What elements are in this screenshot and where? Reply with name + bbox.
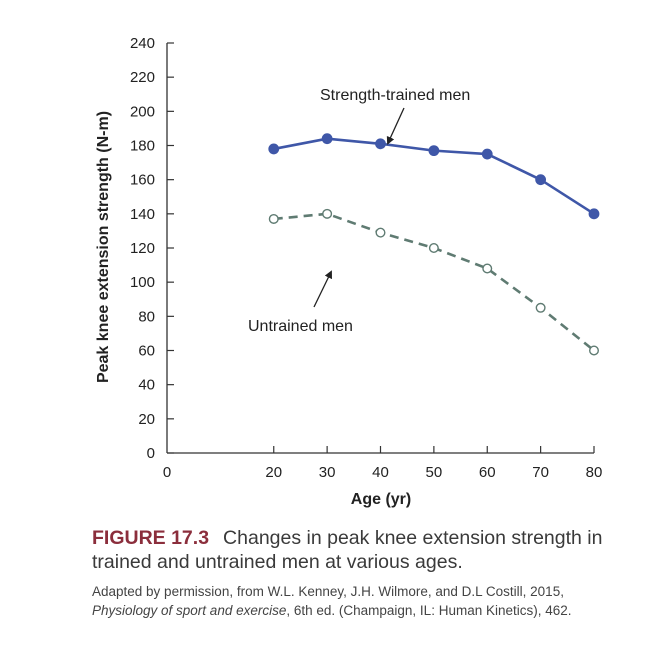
credit-suffix: , 6th ed. (Champaign, IL: Human Kinetics…	[286, 603, 572, 618]
figure-caption-text: Changes in peak knee extension strength …	[92, 527, 603, 573]
figure-caption: FIGURE 17.3 Changes in peak knee extensio…	[92, 526, 632, 574]
data-point	[482, 263, 493, 274]
x-tick-label: 80	[586, 464, 603, 481]
y-tick-label: 140	[130, 206, 155, 223]
data-point	[589, 345, 600, 356]
y-tick-label: 240	[130, 35, 155, 52]
annotation-untrained: Untrained men	[248, 318, 353, 335]
credit-prefix: Adapted by permission, from W.L. Kenney,…	[92, 584, 564, 599]
data-point	[321, 133, 333, 145]
data-point	[268, 143, 280, 155]
line-chart: 0 20 40 60 80 100 120 140 160 180 200 220 240 0 20 30 40…	[95, 35, 602, 508]
y-tick-label: 80	[138, 308, 155, 325]
annotation-arrow-untrained	[313, 270, 332, 308]
figure-credit: Adapted by permission, from W.L. Kenney,…	[92, 582, 632, 620]
series-strength-trained	[268, 133, 600, 220]
annotation-arrow-strength-trained	[386, 107, 405, 145]
y-tick-label: 60	[138, 343, 155, 360]
x-axis-title: Age (yr)	[351, 491, 411, 508]
x-tick-label: 60	[479, 464, 496, 481]
annotations: Strength-trained men Untrained men	[248, 87, 470, 335]
y-tick-label: 180	[130, 138, 155, 155]
data-point	[428, 242, 439, 253]
x-tick-label: 20	[265, 464, 282, 481]
y-axis-title: Peak knee extension strength (N-m)	[95, 111, 112, 383]
y-tick-label: 20	[138, 411, 155, 428]
data-point	[268, 213, 279, 224]
x-tick-label: 70	[532, 464, 549, 481]
data-point	[481, 148, 493, 160]
data-point	[535, 302, 546, 313]
figure-label: FIGURE 17.3	[92, 527, 210, 549]
y-tick-label: 40	[138, 377, 155, 394]
data-point	[588, 208, 600, 220]
x-tick-label: 0	[163, 464, 171, 481]
data-point	[322, 208, 333, 219]
y-tick-label: 160	[130, 172, 155, 189]
data-point	[535, 174, 547, 186]
data-point	[375, 138, 386, 150]
y-tick-label: 0	[147, 445, 155, 462]
data-point	[375, 227, 386, 238]
x-tick-label: 40	[372, 464, 389, 481]
y-tick-label: 100	[130, 274, 155, 291]
y-tick-label: 200	[130, 103, 155, 120]
data-point	[428, 145, 440, 157]
x-tick-label: 50	[426, 464, 443, 481]
axes: 0 20 40 60 80 100 120 140 160 180 200 220 240 0 20 30 40…	[130, 35, 602, 481]
series-untrained	[268, 208, 600, 356]
credit-book-title: Physiology of sport and exercise	[92, 603, 287, 618]
series-layer	[268, 133, 600, 356]
y-tick-label: 120	[130, 240, 155, 257]
y-tick-label: 220	[130, 69, 155, 86]
x-tick-label: 30	[319, 464, 336, 481]
annotation-strength-trained: Strength-trained men	[320, 87, 470, 104]
